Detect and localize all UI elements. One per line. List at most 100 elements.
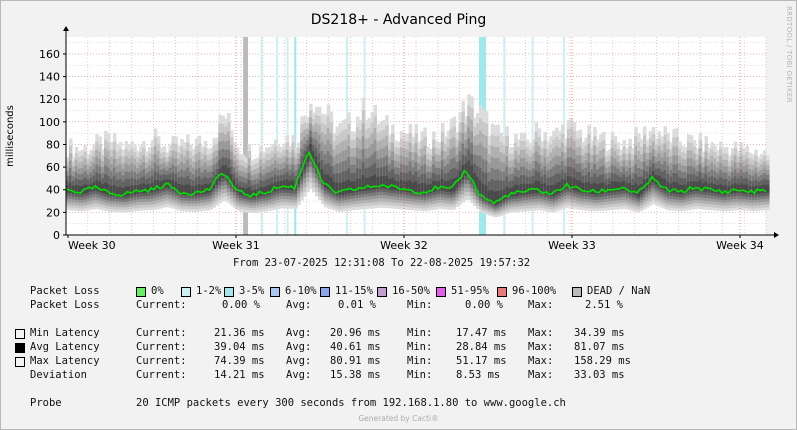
latency-band xyxy=(376,177,380,189)
min-value: 8.53 ms xyxy=(456,369,501,381)
latency-band xyxy=(437,181,442,191)
latency-band xyxy=(458,170,462,184)
latency-band xyxy=(282,180,287,190)
latency-band xyxy=(200,185,205,195)
latency-band xyxy=(628,182,632,193)
min-value: 28.84 ms xyxy=(456,341,507,353)
max-value: 81.07 ms xyxy=(574,341,625,353)
avg-label: Avg: xyxy=(286,341,312,353)
loss-level-label: 16-50% xyxy=(392,285,430,297)
max-label: Max: xyxy=(528,341,554,353)
latency-band xyxy=(742,184,747,194)
loss-swatch xyxy=(497,287,507,297)
latency-band xyxy=(505,186,509,199)
latency-band xyxy=(745,184,750,194)
latency-band xyxy=(578,180,583,193)
latency-band xyxy=(68,182,73,194)
packet-loss-stats-label: Packet Loss xyxy=(30,299,100,311)
avg-value: 15.38 ms xyxy=(330,369,381,381)
current-value: 74.39 ms xyxy=(214,355,265,367)
latency-band xyxy=(651,171,656,183)
latency-band xyxy=(194,185,199,196)
y-tick-label: 20 xyxy=(46,206,60,219)
latency-band xyxy=(115,186,120,197)
latency-band xyxy=(335,182,339,195)
latency-band xyxy=(235,183,240,193)
y-tick-label: 80 xyxy=(46,138,60,151)
latency-band xyxy=(719,184,723,195)
latency-band xyxy=(303,157,307,170)
latency-band xyxy=(440,178,445,192)
latency-band xyxy=(186,184,190,196)
packet-loss-band xyxy=(260,37,263,235)
latency-band xyxy=(71,185,76,194)
latency-band xyxy=(253,189,257,198)
latency-band xyxy=(713,184,717,194)
latency-band xyxy=(766,184,770,193)
loss-swatch xyxy=(270,287,280,297)
latency-band xyxy=(537,181,542,193)
latency-band xyxy=(408,180,413,193)
latency-band xyxy=(683,184,688,194)
current-label: Current: xyxy=(136,355,187,367)
latency-band xyxy=(508,187,512,198)
loss-swatch xyxy=(572,287,582,297)
latency-band xyxy=(622,180,627,191)
latency-band xyxy=(391,178,395,191)
latency-band xyxy=(487,190,492,202)
latency-band xyxy=(631,185,635,195)
packet-loss-band xyxy=(276,37,279,235)
latency-band xyxy=(619,182,624,192)
latency-band xyxy=(689,181,694,192)
loss-level-label: 11-15% xyxy=(335,285,373,297)
y-axis-title: milliseconds xyxy=(5,105,16,167)
latency-band xyxy=(420,182,424,195)
latency-band xyxy=(426,184,430,194)
latency-band xyxy=(297,174,301,184)
latency-band xyxy=(355,178,360,193)
latency-band xyxy=(396,181,401,191)
latency-band xyxy=(558,181,562,194)
latency-band xyxy=(751,186,755,195)
avg-label: Avg: xyxy=(286,327,312,339)
probe-label: Probe xyxy=(30,397,62,409)
latency-band xyxy=(388,179,392,190)
current-value: 21.36 ms xyxy=(214,327,265,339)
latency-band xyxy=(265,185,269,195)
loss-level-label: 1-2% xyxy=(196,285,222,297)
y-axis-arrow xyxy=(63,26,69,31)
latency-band xyxy=(180,184,184,195)
latency-band xyxy=(150,182,155,193)
latency-band xyxy=(467,160,471,176)
avg-label: Avg: xyxy=(286,355,312,367)
latency-band xyxy=(350,181,354,194)
latency-band xyxy=(104,182,108,195)
latency-band xyxy=(206,184,211,194)
loss-level-label: DEAD / NaN xyxy=(587,285,651,297)
loss-current-label: Current: xyxy=(136,299,187,311)
latency-band xyxy=(411,182,416,194)
latency-band xyxy=(607,184,612,193)
latency-band xyxy=(423,182,427,195)
latency-band xyxy=(74,184,79,194)
latency-band xyxy=(95,180,99,191)
latency-band xyxy=(566,176,571,189)
latency-band xyxy=(191,186,196,196)
x-tick-label: Week 34 xyxy=(716,239,764,252)
latency-band xyxy=(596,184,600,195)
latency-band xyxy=(470,165,474,181)
latency-band xyxy=(660,178,665,189)
loss-avg-label: Avg: xyxy=(286,299,312,311)
latency-band xyxy=(414,181,419,194)
latency-band xyxy=(522,183,527,195)
min-label: Min: xyxy=(407,355,433,367)
max-value: 34.39 ms xyxy=(574,327,625,339)
loss-max-label: Max: xyxy=(528,299,554,311)
latency-band xyxy=(587,181,591,194)
latency-band xyxy=(525,184,530,195)
series-swatch xyxy=(15,357,25,367)
latency-band xyxy=(584,182,588,194)
latency-band xyxy=(490,190,495,204)
latency-band xyxy=(329,177,334,192)
latency-band xyxy=(98,181,102,192)
